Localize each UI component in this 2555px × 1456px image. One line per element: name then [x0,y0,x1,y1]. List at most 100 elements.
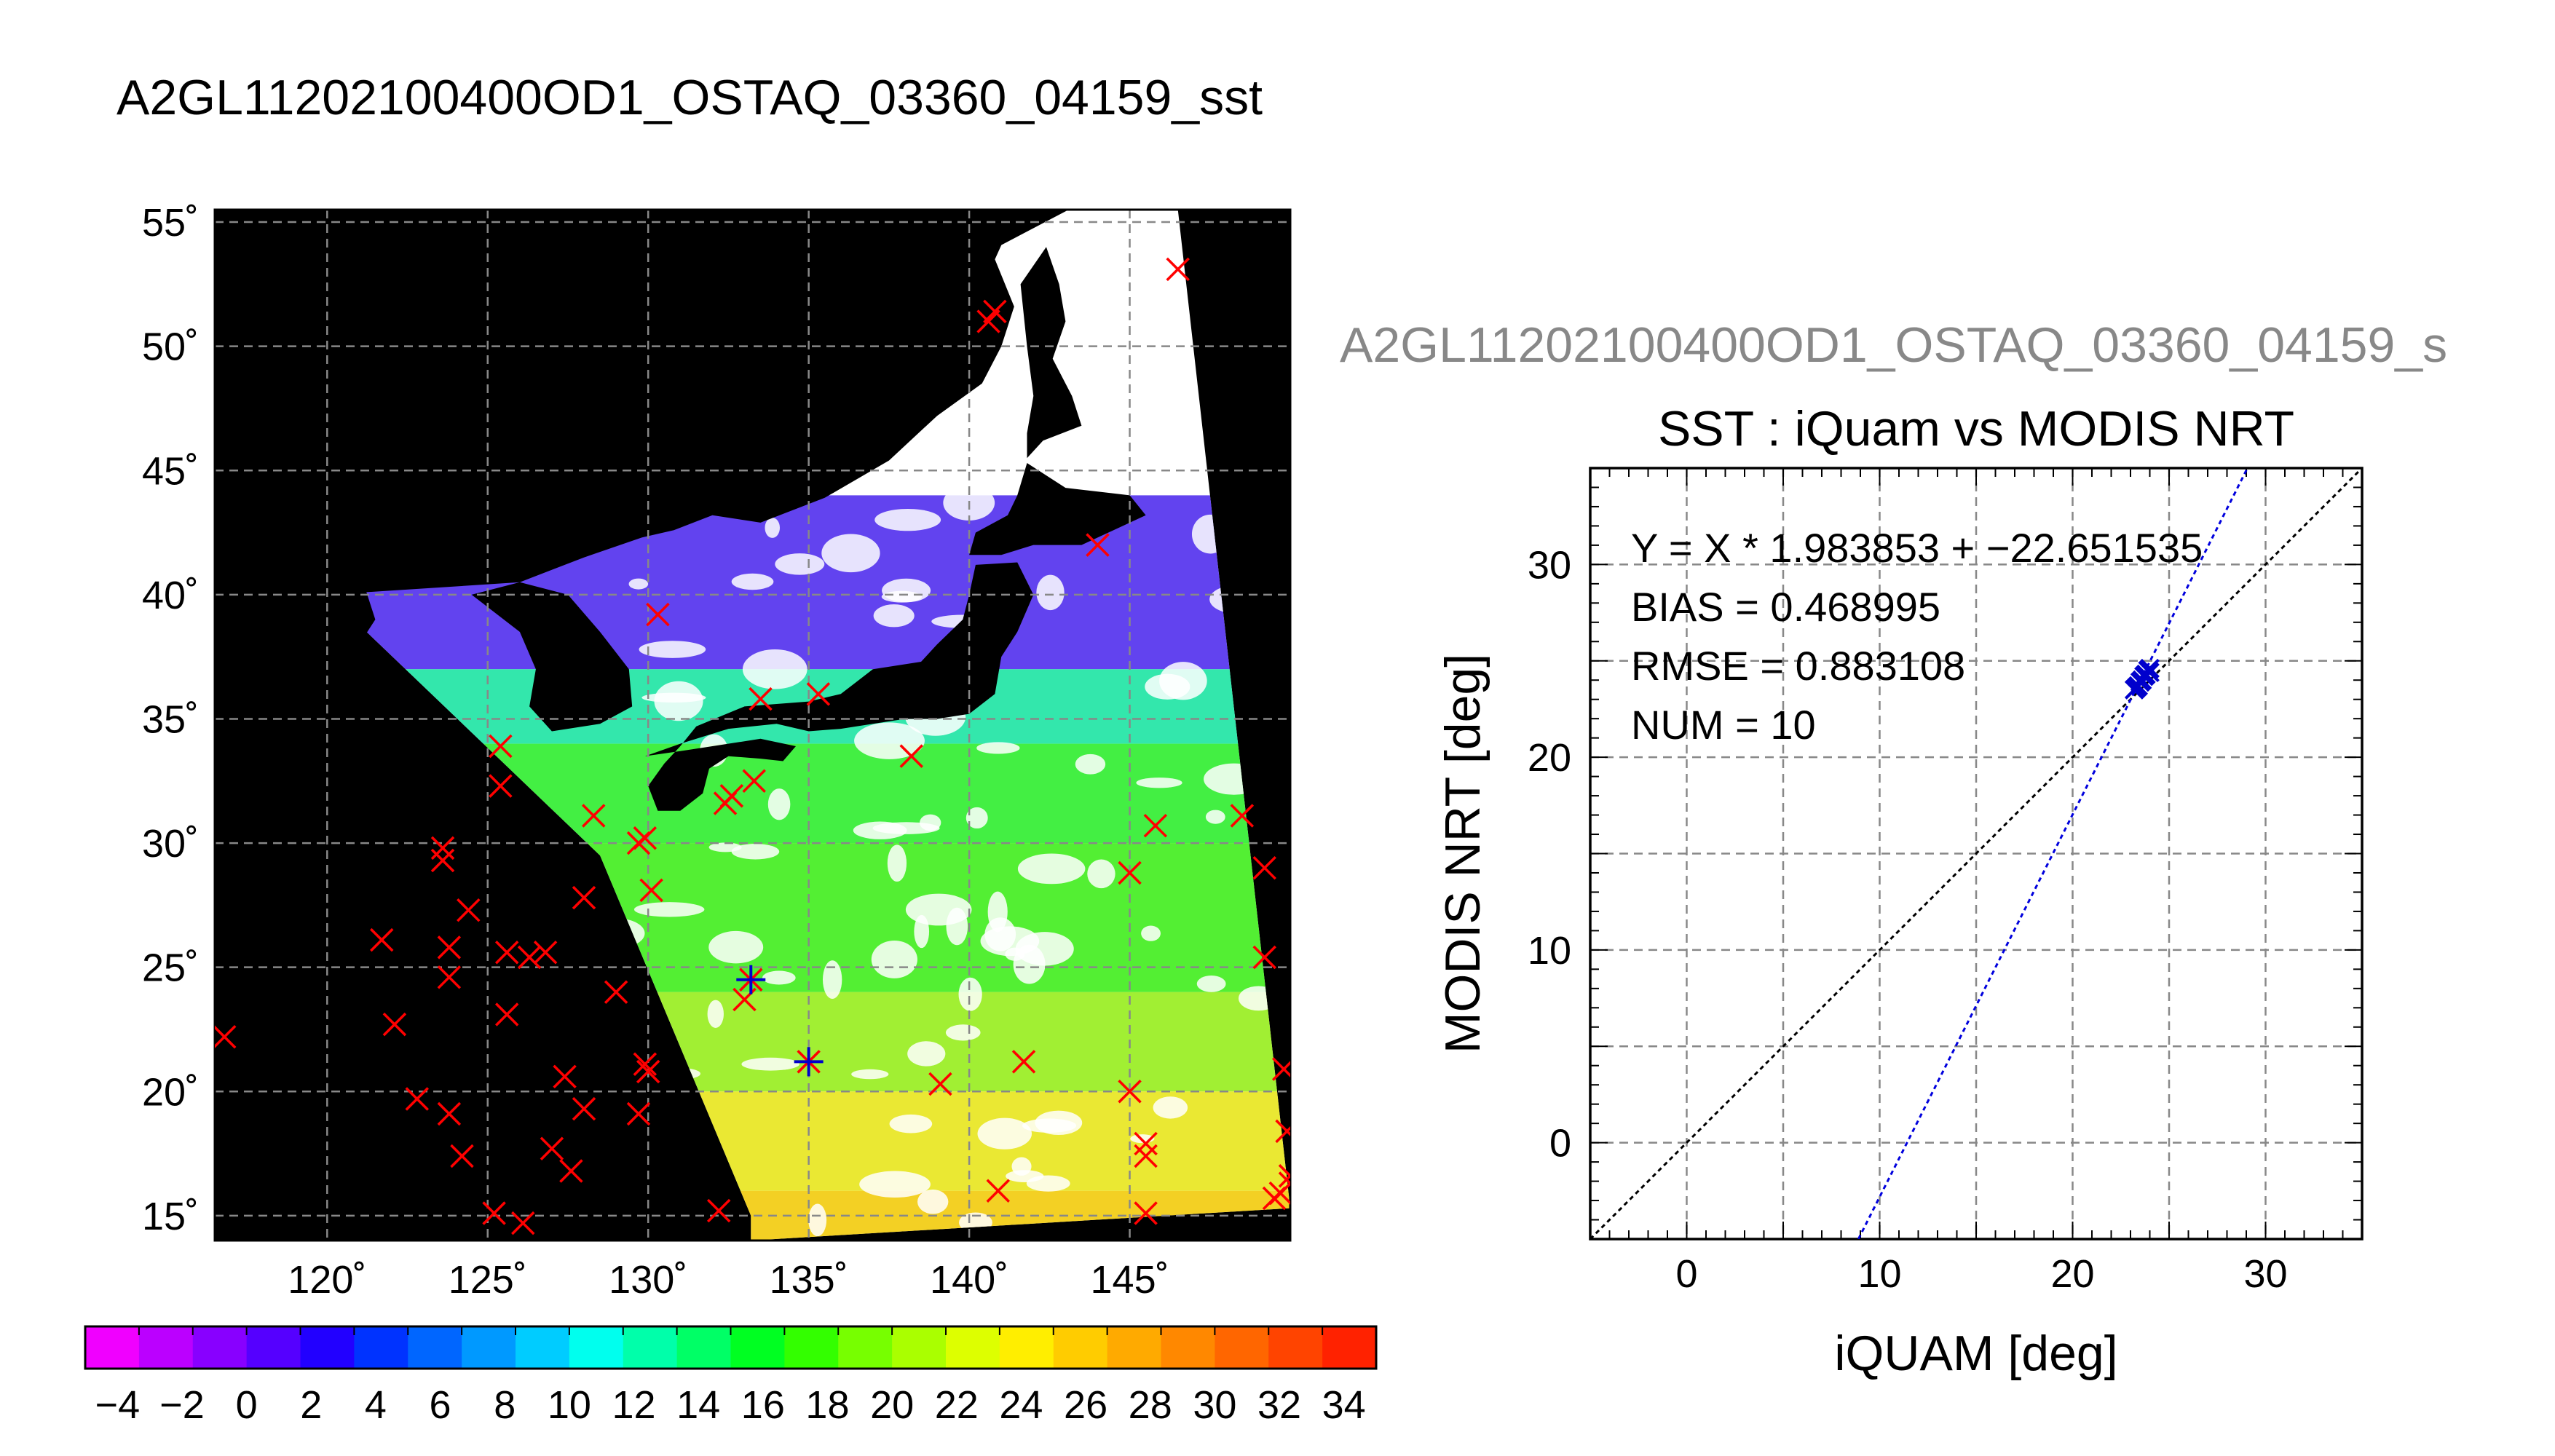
colorbar-tick-label: 8 [494,1383,516,1427]
insitu-marker [633,1052,657,1076]
colorbar-segment [784,1326,839,1369]
cloud-patch [708,930,764,964]
insitu-marker [540,1136,564,1160]
insitu-marker-stroke-b [494,940,519,965]
insitu-marker [437,935,462,960]
insitu-marker [582,804,606,828]
insitu-marker [430,836,455,860]
scatter-y-tick-label: 10 [1528,929,1571,973]
scatter-x-tick-label: 20 [2050,1252,2094,1296]
colorbar-tick-label: 10 [548,1383,591,1427]
cloud-patch [1159,662,1207,700]
map-frame [213,208,1292,1242]
cloud-patch [887,844,907,882]
colorbar-segment [1107,1326,1161,1369]
sst-map: 120˚ 125˚ 130˚ 135˚ 140˚ 145˚ 15˚ 20˚ 25˚ 30˚ 35˚ 4… [142,201,1292,1302]
colorbar-frame [84,1325,1378,1370]
cloud-patch [917,1189,949,1214]
insitu-marker-stroke-b [533,940,558,965]
scatter-x-axis-label: iQUAM [deg] [1834,1326,2117,1381]
insitu-marker [719,784,744,808]
colorbar-tick-label: 24 [999,1383,1043,1427]
insitu-marker-stroke-b [1275,1125,1290,1144]
cloud-patch [905,893,972,926]
colorbar: −4 −2 0 2 4 6 8 10 12 14 16 18 20 22 24 26 28 30 32 34 [84,1325,1378,1427]
insitu-marker [553,1064,577,1089]
insitu-marker-stroke-b [437,1101,462,1126]
land-mass-0 [471,582,633,732]
colorbar-segment [1053,1326,1108,1369]
scatter-x-tick-label: 30 [2243,1252,2287,1296]
insitu-marker [482,1201,506,1225]
insitu-marker-stroke-b [572,885,596,910]
insitu-marker [633,826,657,850]
insitu-marker-stroke-b [742,769,766,794]
colorbar-tick-label: 4 [365,1383,387,1427]
land-mass-6 [330,960,389,1040]
insitu-marker [437,965,462,989]
insitu-marker-stroke-b [706,1198,731,1223]
cloud-patch [872,822,940,834]
cloud-patch [731,573,774,590]
cloud-patch [822,960,842,1000]
insitu-marker [572,885,596,910]
scatter-plot: SST : iQuam vs MODIS NRT iQUAM [deg] MODIS… [1435,401,2364,1381]
cloud-patch [889,1114,933,1133]
map-y-tick-label: 25˚ [142,946,199,990]
cloud-patch [945,1024,981,1041]
insitu-marker-stroke-a [1278,1171,1290,1185]
scatter-points [2124,658,2160,700]
secondary-title: A2GL11202100400OD1_OSTAQ_03360_04159_s [1340,317,2448,373]
insitu-marker [1278,1171,1290,1195]
cloud-patch [871,940,917,978]
colorbar-tick-label: 18 [805,1383,849,1427]
insitu-marker [1271,1057,1290,1081]
insitu-marker [636,1059,660,1084]
cloud-patch [1141,925,1161,941]
insitu-marker-stroke-b [983,299,1007,324]
insitu-marker-stroke-b [986,1179,1011,1203]
colorbar-tick-label: 30 [1193,1383,1236,1427]
insitu-marker-stroke-b [749,687,773,711]
insitu-marker-stroke-b [1252,855,1276,880]
insitu-marker-stroke-b [633,826,657,850]
insitu-marker-stroke-b [1278,1174,1290,1188]
insitu-marker [511,1211,535,1235]
scatter-y-axis-label: MODIS NRT [deg] [1435,654,1490,1053]
insitu-marker [646,602,670,627]
insitu-marker [457,898,481,922]
insitu-marker-stroke-b [582,804,606,828]
insitu-marker-stroke-b [489,734,513,759]
insitu-marker-stroke-b [1134,1131,1158,1156]
insitu-marker [639,878,663,903]
cloud-patch [1022,1118,1077,1133]
insitu-marker [1134,1131,1158,1156]
colorbar-tick-label: −2 [159,1383,205,1427]
insitu-marker [489,734,513,759]
insitu-marker [489,774,513,798]
colorbar-tick-label: 28 [1129,1383,1172,1427]
insitu-marker-stroke-b [489,774,513,798]
insitu-marker-stroke-b [430,848,455,873]
insitu-marker [430,848,455,873]
scatter-stat-line: NUM = 10 [1631,702,1816,748]
colorbar-segment [300,1326,355,1369]
scatter-y-tick-label: 20 [1528,736,1571,780]
colorbar-tick-label: 14 [676,1383,720,1427]
cloud-patch [808,1203,827,1237]
insitu-marker [494,1002,519,1026]
insitu-marker [806,682,831,706]
insitu-marker [899,744,923,768]
insitu-marker [215,1024,237,1049]
insitu-marker-stroke-b [636,1059,660,1084]
insitu-marker [626,1101,651,1126]
insitu-marker [986,1179,1011,1203]
insitu-marker-stroke-b [1118,860,1142,885]
insitu-marker [1134,1144,1158,1168]
insitu-marker-stroke-b [626,1101,651,1126]
colorbar-segment [1268,1326,1323,1369]
colorbar-tick-label: 22 [935,1383,979,1427]
insitu-marker-stroke-b [639,878,663,903]
insitu-marker [928,1072,952,1096]
